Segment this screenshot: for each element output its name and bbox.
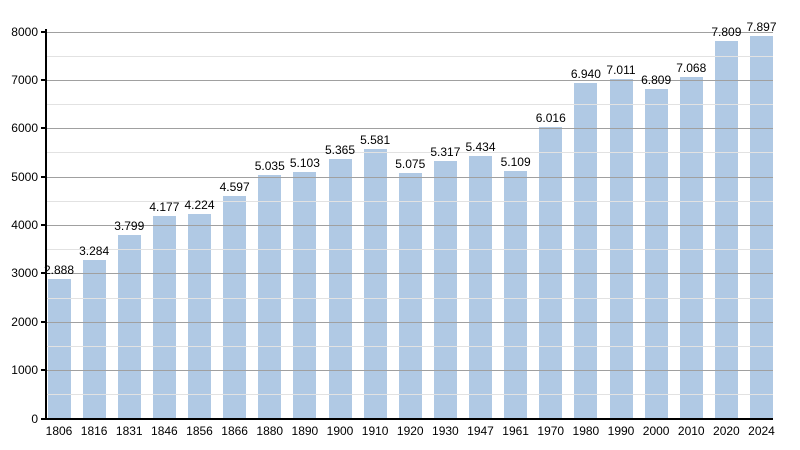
bar bbox=[47, 278, 71, 419]
minor-gridline bbox=[45, 200, 773, 202]
bar-value-label: 4.177 bbox=[149, 200, 180, 215]
x-axis-tick-label: 1890 bbox=[291, 423, 319, 438]
x-axis-tick-label: 1866 bbox=[221, 423, 248, 438]
bar bbox=[714, 40, 738, 419]
bar-value-label: 4.597 bbox=[219, 180, 250, 195]
bar bbox=[117, 234, 141, 419]
bar bbox=[152, 216, 176, 419]
x-axis-tick-label: 1831 bbox=[115, 423, 143, 438]
minor-gridline bbox=[45, 297, 773, 299]
y-axis-tick-label: 8000 bbox=[11, 24, 38, 39]
bar bbox=[504, 171, 528, 419]
y-axis-tick bbox=[40, 369, 46, 372]
x-axis-tick-label: 2024 bbox=[748, 423, 775, 438]
bar bbox=[750, 36, 773, 419]
x-axis-tick-label: 1856 bbox=[186, 423, 213, 438]
bar bbox=[258, 174, 282, 419]
x-axis-tick-label: 1990 bbox=[607, 423, 635, 438]
bar bbox=[223, 196, 247, 419]
major-gridline bbox=[45, 176, 773, 178]
x-axis-tick-label: 2000 bbox=[642, 423, 670, 438]
y-axis-tick bbox=[40, 320, 46, 323]
bar bbox=[644, 89, 668, 419]
minor-gridline bbox=[45, 55, 773, 57]
major-gridline bbox=[45, 79, 773, 81]
x-axis-tick-label: 1846 bbox=[151, 423, 178, 438]
bar-value-label: 3.284 bbox=[79, 243, 110, 258]
y-axis-tick bbox=[40, 272, 46, 275]
minor-gridline bbox=[45, 249, 773, 251]
major-gridline bbox=[45, 273, 773, 275]
y-axis-tick-label: 0 bbox=[31, 411, 38, 426]
bar-value-label: 3.799 bbox=[114, 218, 145, 233]
bar-value-label: 5.035 bbox=[254, 158, 285, 173]
minor-gridline bbox=[45, 104, 773, 106]
y-axis-tick bbox=[40, 175, 46, 178]
bar bbox=[609, 79, 633, 419]
x-axis-tick-label: 1880 bbox=[256, 423, 284, 438]
y-axis-tick-label: 5000 bbox=[11, 169, 38, 184]
bar-value-label: 5.434 bbox=[465, 139, 496, 154]
y-axis-tick-label: 4000 bbox=[11, 218, 38, 232]
bar-value-label: 6.809 bbox=[641, 73, 672, 88]
y-axis-tick bbox=[40, 30, 46, 33]
bar-value-label: 2.888 bbox=[43, 262, 75, 277]
y-axis-tick-label: 6000 bbox=[11, 121, 38, 136]
minor-gridline bbox=[45, 152, 773, 154]
bar bbox=[363, 148, 387, 419]
bar-value-label: 7.068 bbox=[676, 60, 707, 75]
bar-value-label: 5.103 bbox=[289, 155, 320, 170]
bar-value-label: 5.581 bbox=[360, 132, 391, 147]
x-axis-line bbox=[44, 418, 773, 420]
y-axis-tick bbox=[40, 127, 46, 130]
bar-value-label: 5.109 bbox=[500, 155, 531, 170]
bar-value-label: 7.809 bbox=[711, 24, 742, 39]
major-gridline bbox=[45, 225, 773, 226]
bar-value-label: 6.940 bbox=[570, 66, 601, 81]
y-axis-tick-label: 2000 bbox=[11, 314, 38, 329]
x-axis-tick-label: 1910 bbox=[361, 423, 389, 438]
x-axis-tick-label: 1816 bbox=[80, 423, 108, 438]
minor-gridline bbox=[45, 394, 773, 396]
major-gridline bbox=[45, 31, 773, 33]
y-axis-tick bbox=[40, 417, 46, 420]
minor-gridline bbox=[45, 345, 773, 347]
bar-value-label: 4.224 bbox=[184, 198, 215, 213]
x-axis-tick-label: 2020 bbox=[713, 423, 740, 438]
bar bbox=[469, 155, 492, 419]
bar bbox=[293, 171, 317, 419]
x-axis-tick-label: 1930 bbox=[432, 423, 459, 438]
major-gridline bbox=[45, 128, 773, 130]
x-axis-tick-label: 1920 bbox=[396, 423, 424, 438]
x-axis-tick-label: 1947 bbox=[467, 423, 494, 438]
x-axis-tick-label: 1900 bbox=[326, 423, 354, 438]
bar-value-label: 7.011 bbox=[606, 63, 636, 78]
x-axis-tick-label: 1970 bbox=[537, 423, 565, 438]
x-axis-tick-label: 1806 bbox=[45, 423, 73, 438]
y-axis-tick bbox=[40, 224, 46, 226]
bar bbox=[398, 172, 422, 419]
x-axis-tick-label: 2010 bbox=[677, 423, 705, 438]
y-axis-tick-label: 1000 bbox=[11, 363, 38, 378]
x-axis-tick-label: 1980 bbox=[572, 423, 600, 438]
major-gridline bbox=[45, 321, 773, 323]
bar-value-label: 5.365 bbox=[324, 142, 356, 157]
bar bbox=[574, 82, 598, 419]
major-gridline bbox=[45, 370, 773, 372]
bar bbox=[679, 76, 703, 419]
y-axis-tick bbox=[40, 78, 46, 81]
bar-value-label: 7.897 bbox=[746, 20, 777, 35]
x-axis-tick-label: 1961 bbox=[502, 423, 529, 438]
bar-value-label: 6.016 bbox=[535, 111, 566, 126]
y-axis-tick-label: 7000 bbox=[11, 72, 38, 87]
y-axis-line bbox=[44, 29, 47, 420]
bar bbox=[188, 214, 211, 419]
y-axis-tick-label: 3000 bbox=[11, 266, 38, 281]
bar bbox=[328, 158, 352, 419]
bar bbox=[539, 127, 563, 419]
bar bbox=[82, 259, 106, 419]
bar-value-label: 5.317 bbox=[430, 145, 461, 160]
bar-value-label: 5.075 bbox=[395, 156, 426, 171]
